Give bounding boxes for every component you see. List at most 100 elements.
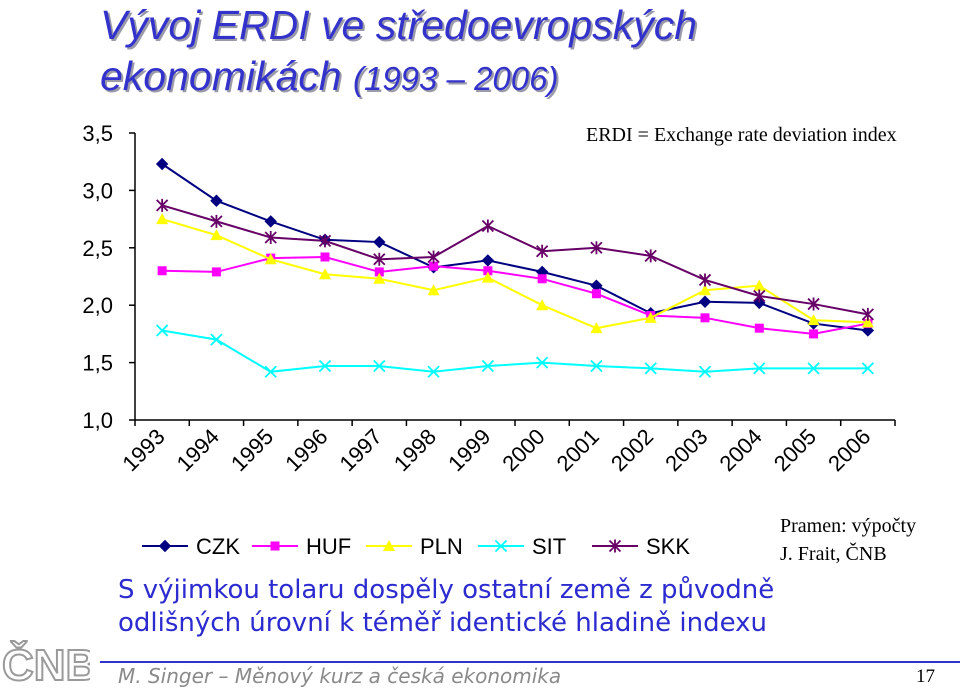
erdi-definition-note: ERDI = Exchange rate deviation index bbox=[586, 124, 897, 146]
data-point-huf bbox=[429, 261, 439, 271]
source-line-1: Pramen: výpočty bbox=[780, 515, 917, 537]
cnb-logo: ČNB bbox=[1, 638, 90, 686]
x-tick-label: 2004 bbox=[715, 424, 767, 476]
x-tick-label: 1993 bbox=[117, 424, 169, 476]
data-point-czk bbox=[753, 296, 766, 310]
data-point-sit bbox=[807, 362, 820, 375]
y-tick-label: 2,0 bbox=[82, 293, 113, 318]
data-point-czk bbox=[210, 194, 223, 207]
data-point-skk bbox=[590, 241, 603, 255]
conclusion-text: S výjimkou tolaru dospěly ostatní země z… bbox=[118, 574, 774, 640]
data-point-pln bbox=[644, 311, 657, 323]
slide-title: Vývoj ERDI ve středoevropských ekonomiká… bbox=[100, 0, 900, 104]
footer-text: M. Singer – Měnový kurz a česká ekonomik… bbox=[118, 664, 562, 688]
title-line-1: Vývoj ERDI ve středoevropských bbox=[100, 2, 698, 48]
legend-marker-czk bbox=[158, 539, 172, 553]
title-line-2-text: ekonomikách bbox=[100, 53, 342, 99]
series-line-pln bbox=[161, 218, 868, 330]
series-line-huf bbox=[162, 255, 869, 335]
source-note: Pramen: výpočty J. Frait, ČNB bbox=[780, 512, 916, 568]
data-point-sit bbox=[481, 359, 494, 373]
data-point-huf bbox=[591, 289, 601, 299]
data-point-pln bbox=[210, 229, 223, 241]
x-tick-label: 1996 bbox=[280, 424, 332, 476]
data-point-skk bbox=[481, 219, 494, 233]
x-tick-label: 2001 bbox=[552, 424, 604, 476]
footer-divider bbox=[100, 661, 960, 663]
data-point-skk bbox=[807, 297, 820, 311]
data-point-czk bbox=[481, 254, 495, 267]
data-point-skk bbox=[753, 289, 766, 303]
cnb-logo-text: ČNB bbox=[2, 639, 90, 686]
x-tick-label: 1995 bbox=[226, 424, 278, 476]
data-point-sit bbox=[861, 362, 874, 375]
page-number: 17 bbox=[916, 666, 935, 687]
data-point-sit bbox=[373, 359, 386, 373]
data-point-sit bbox=[536, 356, 549, 369]
legend-label-huf: HUF bbox=[306, 534, 351, 559]
x-tick-label: 2002 bbox=[606, 424, 658, 476]
legend-label-sit: SIT bbox=[532, 534, 566, 559]
data-point-pln bbox=[373, 272, 386, 284]
x-tick-label: 1999 bbox=[443, 424, 495, 476]
legend-label-czk: CZK bbox=[196, 534, 240, 559]
source-line-2: J. Frait, ČNB bbox=[780, 543, 887, 565]
data-point-pln bbox=[753, 279, 766, 291]
legend-label-skk: SKK bbox=[646, 534, 690, 559]
y-tick-label: 3,0 bbox=[82, 178, 113, 203]
data-point-pln bbox=[590, 322, 603, 334]
x-tick-label: 1998 bbox=[389, 424, 441, 476]
data-point-huf bbox=[537, 274, 547, 284]
data-point-pln bbox=[319, 268, 331, 280]
data-point-pln bbox=[481, 271, 494, 283]
conclusion-line-1: S výjimkou tolaru dospěly ostatní země z… bbox=[118, 575, 775, 605]
data-point-skk bbox=[644, 249, 657, 263]
data-point-sit bbox=[698, 365, 712, 378]
x-tick-label: 1994 bbox=[172, 424, 224, 476]
series-line-czk bbox=[161, 163, 868, 332]
x-tick-label: 2003 bbox=[660, 424, 712, 476]
series-line-sit bbox=[161, 329, 868, 373]
y-tick-label: 1,0 bbox=[82, 408, 113, 433]
x-tick-label: 2000 bbox=[497, 424, 549, 476]
data-point-pln bbox=[807, 314, 820, 326]
legend-marker-huf bbox=[270, 541, 280, 551]
data-point-huf bbox=[700, 313, 710, 323]
x-tick-label: 1997 bbox=[335, 424, 387, 476]
data-point-huf bbox=[374, 267, 384, 277]
data-point-huf bbox=[157, 266, 167, 276]
data-point-czk bbox=[264, 215, 277, 228]
data-point-czk bbox=[698, 295, 712, 308]
y-tick-label: 2,5 bbox=[82, 236, 113, 261]
y-tick-label: 3,5 bbox=[82, 121, 113, 146]
data-point-sit bbox=[156, 324, 169, 337]
data-point-sit bbox=[753, 362, 766, 375]
legend-marker-pln bbox=[383, 540, 395, 551]
data-point-skk bbox=[536, 244, 549, 258]
x-tick-label: 2006 bbox=[823, 424, 875, 476]
data-point-huf bbox=[754, 323, 764, 333]
data-point-sit bbox=[644, 362, 657, 375]
data-point-czk bbox=[155, 157, 169, 171]
data-point-sit bbox=[264, 365, 277, 378]
data-point-pln bbox=[861, 316, 874, 328]
data-point-huf bbox=[320, 252, 330, 262]
data-point-czk bbox=[373, 235, 386, 249]
data-point-skk bbox=[210, 214, 223, 228]
data-point-huf bbox=[211, 267, 221, 277]
data-point-pln bbox=[536, 299, 549, 311]
legend-marker-skk bbox=[608, 539, 622, 553]
data-point-skk bbox=[156, 198, 169, 212]
data-point-skk bbox=[698, 273, 712, 287]
data-point-sit bbox=[427, 365, 440, 378]
data-point-huf bbox=[483, 266, 493, 276]
y-tick-label: 1,5 bbox=[82, 351, 113, 376]
data-point-skk bbox=[318, 234, 332, 248]
title-years: (1993 – 2006) bbox=[352, 60, 559, 97]
data-point-pln bbox=[427, 284, 440, 296]
data-point-huf bbox=[809, 329, 819, 339]
legend-label-pln: PLN bbox=[420, 534, 463, 559]
data-point-skk bbox=[264, 230, 277, 244]
data-point-sit bbox=[210, 333, 223, 346]
